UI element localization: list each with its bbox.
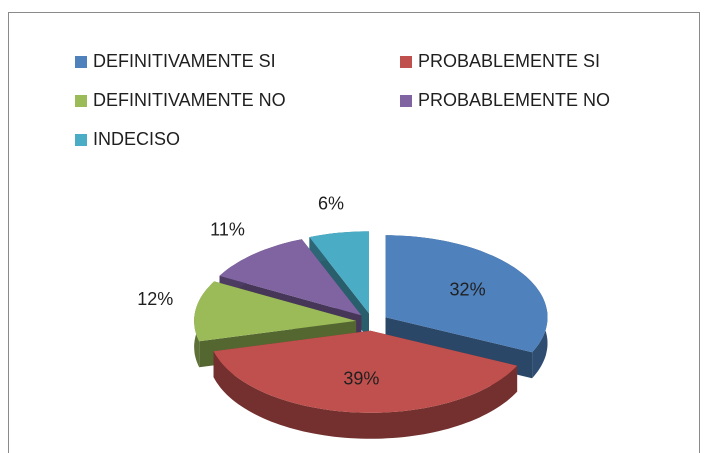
slice-side [213, 351, 518, 439]
data-label: 12% [137, 289, 173, 309]
legend-swatch [75, 134, 87, 146]
legend-label: DEFINITIVAMENTE SI [93, 51, 276, 71]
legend-label: PROBABLEMENTE NO [418, 90, 610, 110]
data-label: 39% [343, 368, 379, 388]
legend-swatch [400, 95, 412, 107]
slice-top [309, 231, 369, 314]
data-label: 11% [210, 219, 245, 239]
legend-label: PROBABLEMENTE SI [418, 51, 600, 71]
legend-swatch [75, 56, 87, 68]
pie-slice [213, 330, 518, 439]
data-label: 32% [450, 280, 486, 300]
legend-label: INDECISO [93, 129, 180, 149]
slice-top [385, 235, 548, 353]
data-label: 6% [318, 193, 344, 213]
legend-label: DEFINITIVAMENTE NO [93, 90, 286, 110]
slice-top [219, 239, 362, 316]
legend-swatch [400, 56, 412, 68]
slice-top [213, 330, 518, 413]
legend-swatch [75, 95, 87, 107]
slice-top [194, 281, 357, 342]
